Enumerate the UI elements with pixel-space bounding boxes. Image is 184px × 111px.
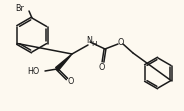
Text: Br: Br [15,4,24,13]
Text: O: O [118,38,124,47]
Text: N: N [86,36,92,45]
Text: H: H [91,41,97,47]
Text: O: O [99,62,105,71]
Text: HO: HO [28,66,40,75]
Polygon shape [56,54,72,70]
Text: O: O [68,77,74,86]
